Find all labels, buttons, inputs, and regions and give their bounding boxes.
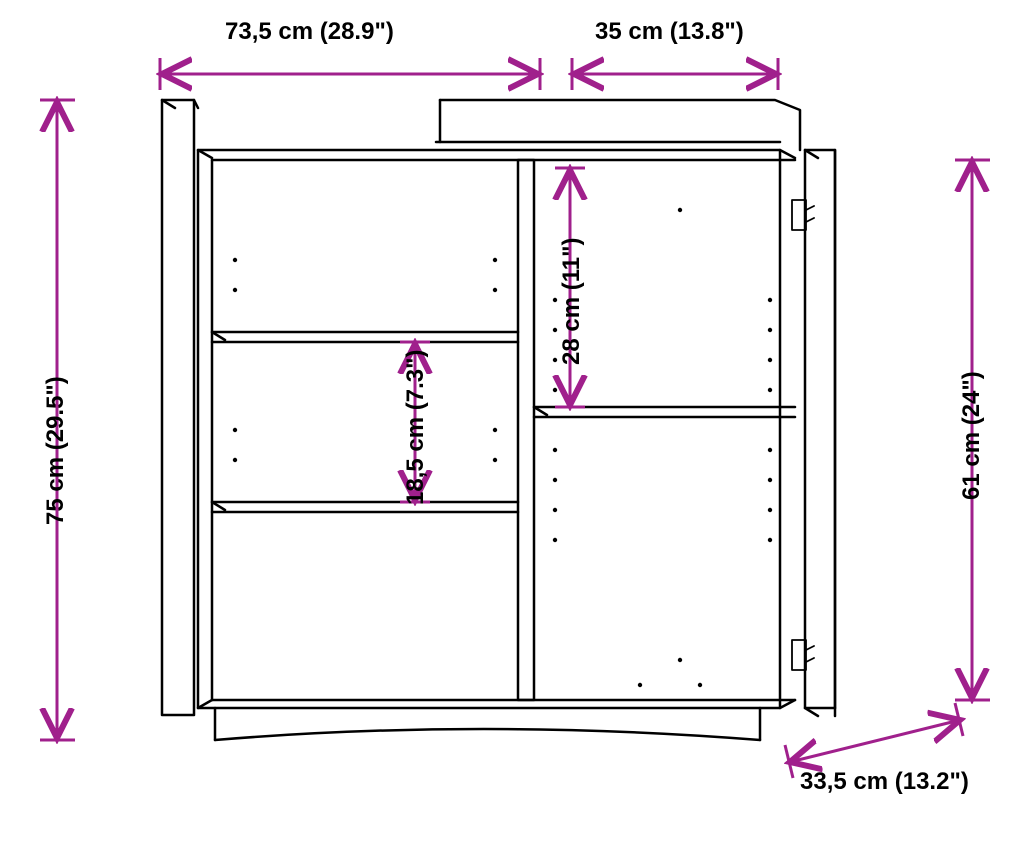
diagram-canvas: 73,5 cm (28.9") 35 cm (13.8") 75 cm (29.… <box>0 0 1020 857</box>
dim-door-depth: 33,5 cm (13.2") <box>800 768 969 796</box>
cabinet-line-drawing <box>0 0 1020 857</box>
dim-inner-height-right: 61 cm (24") <box>958 371 986 500</box>
dim-compartment-height: 28 cm (11") <box>558 238 586 365</box>
dim-depth-top: 35 cm (13.8") <box>595 18 744 46</box>
dim-shelf-gap: 18,5 cm (7.3") <box>402 350 430 505</box>
dim-width-top: 73,5 cm (28.9") <box>225 18 394 46</box>
dim-height-left: 75 cm (29.5") <box>42 376 70 525</box>
